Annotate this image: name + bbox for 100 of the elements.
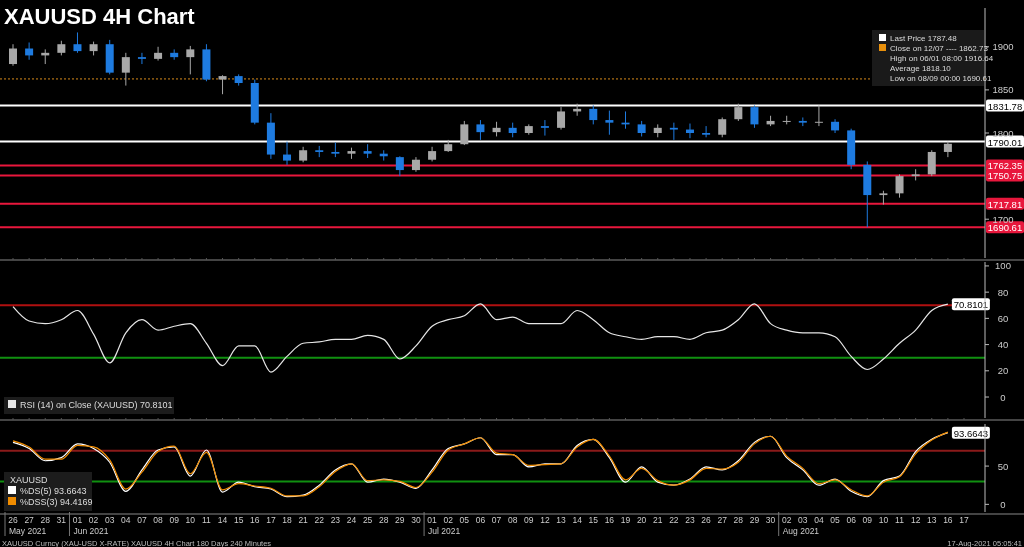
y-tick-label: 80 (997, 286, 1009, 298)
x-tick-label: 22 (669, 515, 679, 525)
x-tick-label: 14 (217, 515, 228, 525)
candlestick (814, 104, 823, 127)
x-tick-label: 07 (137, 515, 147, 525)
candlestick (669, 122, 678, 141)
legend-label: RSI (14) on Close (XAUUSD) 70.8101 (20, 400, 173, 410)
x-tick-label: 23 (685, 515, 695, 525)
x-tick-label: 03 (798, 515, 808, 525)
x-tick-label: 17 (959, 515, 969, 525)
x-tick-label: 01 (72, 515, 83, 525)
x-tick-label: 09 (862, 515, 873, 525)
annotation: Average 1818.10 (890, 64, 952, 73)
ref-line-label: 1831.78 (987, 100, 1023, 112)
x-tick-label: 21 (298, 515, 309, 525)
x-tick-label: 05 (459, 515, 470, 525)
x-tick-label: 30 (765, 515, 776, 525)
text: Jun 2021 (73, 526, 109, 536)
candlestick (186, 45, 195, 75)
candlestick (395, 155, 404, 177)
ref-line-label: 1750.75 (987, 170, 1023, 182)
x-tick-label: 14 (572, 515, 583, 525)
candlestick (557, 106, 566, 131)
x-tick-label: 29 (749, 515, 760, 525)
candlestick (927, 149, 936, 177)
x-tick-label: 22 (314, 515, 325, 525)
x-tick-label: 27 (24, 515, 35, 525)
x-tick-label: 21 (653, 515, 663, 525)
candlestick (702, 125, 711, 138)
x-tick-label: 18 (282, 515, 293, 525)
x-tick-label: 30 (411, 515, 421, 525)
legend-label: %DS(5) 93.6643 (20, 486, 87, 496)
x-tick-label: 16 (604, 515, 615, 525)
x-tick-label: 04 (814, 515, 824, 525)
x-tick-label: 26 (8, 515, 18, 525)
x-tick-label: 29 (395, 515, 405, 525)
y-tick-label: 0 (1000, 498, 1006, 510)
ref-line-label: 1690.61 (987, 222, 1023, 234)
candlestick (218, 74, 227, 95)
x-tick-label: 13 (556, 515, 567, 525)
line-series (12, 303, 949, 373)
x-tick-label: 28 (40, 515, 51, 525)
x-tick-label: 06 (846, 515, 857, 525)
x-tick-label: 16 (943, 515, 953, 525)
y-tick-label: 1900 (992, 41, 1014, 53)
candlestick (9, 43, 17, 67)
x-tick-label: 03 (104, 515, 115, 525)
candlestick (154, 46, 163, 62)
x-tick-label: 02 (443, 515, 454, 525)
data-label: 70.8101 (953, 299, 989, 311)
ref-line-label: 1717.81 (987, 198, 1023, 210)
x-tick-label: 15 (588, 515, 599, 525)
chart-title: XAUUSD 4H Chart (4, 4, 196, 29)
x-tick-label: 11 (895, 515, 905, 525)
y-tick-label: 1850 (992, 84, 1014, 96)
x-tick-label: 02 (781, 515, 792, 525)
x-tick-label: 08 (507, 515, 518, 525)
candlestick (540, 119, 549, 137)
candlestick (121, 52, 130, 87)
x-tick-label: 05 (830, 515, 841, 525)
candlestick (589, 104, 598, 125)
x-tick-label: 11 (202, 515, 212, 525)
annotation: Close on 12/07 ---- 1862.73 (890, 44, 989, 53)
x-tick-label: 28 (733, 515, 744, 525)
x-tick-label: 06 (475, 515, 486, 525)
x-tick-label: 09 (524, 515, 534, 525)
candlestick (718, 116, 727, 138)
annotation: Low on 08/09 00:00 1690.61 (890, 74, 992, 83)
x-tick-label: 31 (56, 515, 67, 525)
annotation: Last Price 1787.48 (890, 34, 958, 43)
x-tick-label: 15 (233, 515, 244, 525)
y-tick-label: 60 (997, 312, 1009, 324)
x-tick-label: 12 (910, 515, 921, 525)
x-tick-label: 20 (636, 515, 647, 525)
x-tick-label: 27 (717, 515, 728, 525)
candlestick (283, 141, 292, 166)
x-tick-label: 10 (185, 515, 196, 525)
x-tick-label: 07 (491, 515, 502, 525)
x-tick-label: 01 (427, 515, 438, 525)
candlestick (605, 110, 614, 136)
ref-line-label: 1762.35 (987, 160, 1023, 172)
x-tick-label: 28 (378, 515, 389, 525)
x-tick-label: 24 (346, 515, 357, 525)
candlestick (476, 119, 485, 141)
y-tick-label: 50 (997, 460, 1009, 472)
ref-line-label: 1790.01 (987, 136, 1023, 148)
legend-label: %DSS(3) 94.4169 (20, 497, 93, 507)
x-tick-label: 17 (266, 515, 276, 525)
legend-title: XAUUSD (10, 475, 49, 485)
x-tick-label: 04 (121, 515, 131, 525)
text: Aug 2021 (782, 526, 820, 536)
y-tick-label: 20 (997, 365, 1009, 377)
x-tick-label: 02 (88, 515, 99, 525)
data-label: 93.6643 (953, 427, 989, 439)
candlestick (137, 52, 146, 65)
x-tick-label: 26 (701, 515, 712, 525)
text: May 2021 (9, 526, 47, 536)
x-tick-label: 10 (878, 515, 889, 525)
candlestick (460, 120, 469, 146)
candlestick (895, 173, 904, 199)
